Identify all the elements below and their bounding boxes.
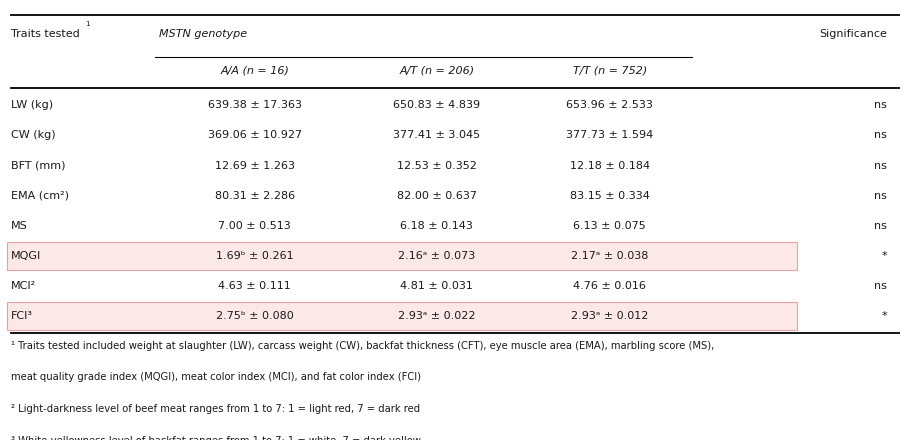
Text: EMA (cm²): EMA (cm²)	[11, 191, 69, 201]
Text: 4.81 ± 0.031: 4.81 ± 0.031	[400, 281, 473, 291]
Text: ns: ns	[875, 281, 887, 291]
Text: 650.83 ± 4.839: 650.83 ± 4.839	[393, 100, 480, 110]
Text: 83.15 ± 0.334: 83.15 ± 0.334	[570, 191, 650, 201]
Text: 1.69ᵇ ± 0.261: 1.69ᵇ ± 0.261	[216, 251, 294, 261]
Text: 12.18 ± 0.184: 12.18 ± 0.184	[570, 161, 650, 171]
Text: MSTN genotype: MSTN genotype	[159, 29, 248, 39]
Text: 2.75ᵇ ± 0.080: 2.75ᵇ ± 0.080	[216, 311, 294, 321]
Text: ³ White-yellowness level of backfat ranges from 1 to 7: 1 = white, 7 = dark yell: ³ White-yellowness level of backfat rang…	[11, 436, 420, 440]
Text: 4.63 ± 0.111: 4.63 ± 0.111	[218, 281, 291, 291]
Text: MQGI: MQGI	[11, 251, 41, 261]
Text: Significance: Significance	[819, 29, 887, 39]
Text: A/T (n = 206): A/T (n = 206)	[399, 66, 474, 75]
Text: 7.00 ± 0.513: 7.00 ± 0.513	[218, 221, 291, 231]
Text: ² Light-darkness level of beef meat ranges from 1 to 7: 1 = light red, 7 = dark : ² Light-darkness level of beef meat rang…	[11, 404, 420, 414]
Text: 377.41 ± 3.045: 377.41 ± 3.045	[393, 130, 480, 140]
Text: 82.00 ± 0.637: 82.00 ± 0.637	[397, 191, 477, 201]
Text: 80.31 ± 2.286: 80.31 ± 2.286	[215, 191, 295, 201]
FancyBboxPatch shape	[7, 242, 797, 270]
Text: MCI²: MCI²	[11, 281, 36, 291]
Text: *: *	[882, 311, 887, 321]
Text: FCI³: FCI³	[11, 311, 33, 321]
Text: 6.13 ± 0.075: 6.13 ± 0.075	[573, 221, 646, 231]
Text: 653.96 ± 2.533: 653.96 ± 2.533	[566, 100, 653, 110]
Text: *: *	[882, 251, 887, 261]
Text: ns: ns	[875, 221, 887, 231]
Text: BFT (mm): BFT (mm)	[11, 161, 66, 171]
Text: LW (kg): LW (kg)	[11, 100, 53, 110]
FancyBboxPatch shape	[7, 302, 797, 330]
Text: 2.16ᵃ ± 0.073: 2.16ᵃ ± 0.073	[399, 251, 475, 261]
Text: 369.06 ± 10.927: 369.06 ± 10.927	[207, 130, 302, 140]
Text: 2.17ᵃ ± 0.038: 2.17ᵃ ± 0.038	[571, 251, 649, 261]
Text: Traits tested: Traits tested	[11, 29, 80, 39]
Text: ns: ns	[875, 161, 887, 171]
Text: 639.38 ± 17.363: 639.38 ± 17.363	[207, 100, 302, 110]
Text: meat quality grade index (MQGI), meat color index (MCI), and fat color index (FC: meat quality grade index (MQGI), meat co…	[11, 372, 421, 382]
Text: ¹ Traits tested included weight at slaughter (LW), carcass weight (CW), backfat : ¹ Traits tested included weight at slaug…	[11, 341, 714, 351]
Text: T/T (n = 752): T/T (n = 752)	[572, 66, 647, 75]
Text: 2.93ᵃ ± 0.012: 2.93ᵃ ± 0.012	[571, 311, 649, 321]
Text: CW (kg): CW (kg)	[11, 130, 56, 140]
Text: 12.69 ± 1.263: 12.69 ± 1.263	[215, 161, 295, 171]
Text: 6.18 ± 0.143: 6.18 ± 0.143	[400, 221, 473, 231]
Text: 12.53 ± 0.352: 12.53 ± 0.352	[397, 161, 477, 171]
Text: A/A (n = 16): A/A (n = 16)	[220, 66, 289, 75]
Text: 377.73 ± 1.594: 377.73 ± 1.594	[566, 130, 653, 140]
Text: ns: ns	[875, 191, 887, 201]
Text: MS: MS	[11, 221, 27, 231]
Text: 2.93ᵃ ± 0.022: 2.93ᵃ ± 0.022	[398, 311, 476, 321]
Text: ns: ns	[875, 130, 887, 140]
Text: ns: ns	[875, 100, 887, 110]
Text: 4.76 ± 0.016: 4.76 ± 0.016	[573, 281, 646, 291]
Text: 1: 1	[86, 22, 90, 27]
